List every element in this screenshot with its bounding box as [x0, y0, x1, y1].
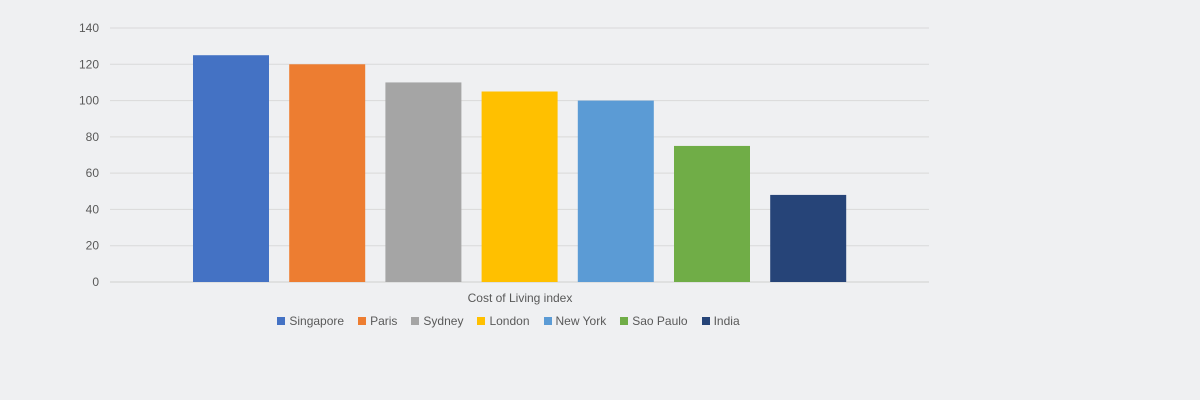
y-tick-label: 80	[86, 130, 100, 144]
bar-paris	[289, 64, 366, 283]
legend-item-sao-paulo: Sao Paulo	[620, 314, 688, 328]
bar-london	[481, 91, 558, 282]
legend-label: London	[489, 314, 530, 328]
legend-item-singapore: Singapore	[277, 314, 344, 328]
y-tick-label: 0	[92, 275, 99, 289]
y-tick-label: 40	[86, 202, 100, 216]
bars	[193, 55, 847, 283]
legend-label: India	[713, 314, 740, 328]
legend-swatch	[477, 317, 486, 325]
legend-swatch	[543, 317, 552, 325]
bar-sao-paulo	[674, 145, 750, 282]
legend-item-india: India	[701, 314, 740, 328]
y-tick-label: 120	[79, 57, 99, 71]
legend-swatch	[701, 317, 710, 325]
legend-label: Singapore	[289, 314, 345, 328]
legend-label: Paris	[370, 314, 398, 328]
legend-swatch	[277, 317, 286, 325]
bar-singapore	[193, 55, 269, 282]
x-axis-title: Cost of Living index	[468, 291, 573, 305]
y-tick-label: 100	[79, 94, 99, 108]
chart-legend: Singapore Paris Sydney London New York Sao Pa…	[0, 314, 1017, 328]
y-tick-label: 140	[79, 21, 99, 35]
legend-item-london: London	[477, 314, 530, 328]
legend-label: Sao Paulo	[632, 314, 688, 328]
y-axis-ticks: 0 20 40 60 80 100 120 140	[79, 21, 99, 289]
legend-swatch	[358, 317, 367, 325]
legend-label: Sydney	[423, 314, 464, 328]
y-tick-label: 60	[86, 166, 100, 180]
bar-india	[770, 194, 847, 282]
legend-swatch	[411, 317, 420, 325]
bar-new-york	[577, 100, 654, 282]
legend-item-new-york: New York	[543, 314, 607, 328]
legend-item-paris: Paris	[358, 314, 397, 328]
legend-item-sydney: Sydney	[411, 314, 463, 328]
bar-sydney	[385, 82, 462, 282]
legend-label: New York	[555, 314, 607, 328]
legend-swatch	[620, 317, 629, 325]
y-tick-label: 20	[86, 239, 100, 253]
